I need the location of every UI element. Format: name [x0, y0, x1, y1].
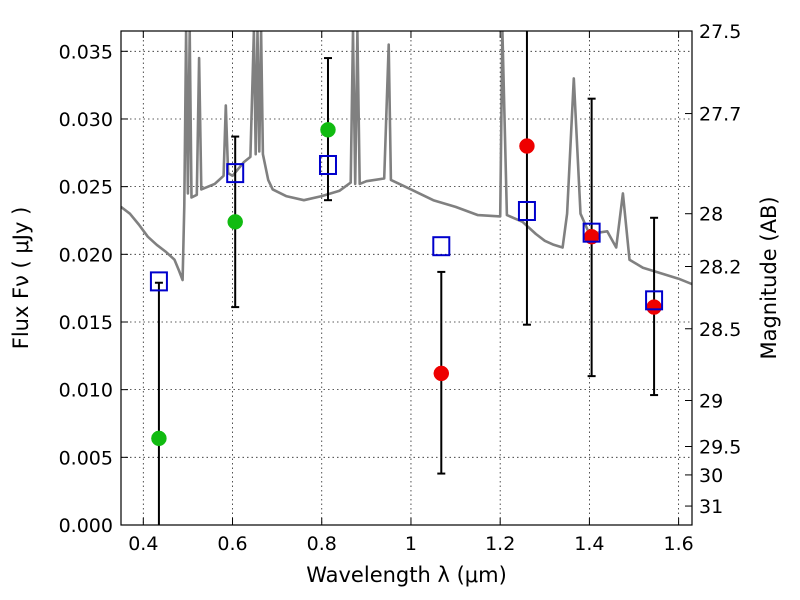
- y2-tick-label: 29.5: [699, 437, 741, 459]
- blue-square-marker: [582, 222, 601, 243]
- x-tick-label: 1: [405, 533, 417, 555]
- red-circle-marker: [519, 138, 535, 154]
- y2-axis-label: Magnitude (AB): [757, 196, 781, 359]
- y2-tick-label: 28: [699, 204, 723, 226]
- blue-square-marker: [226, 163, 245, 184]
- y-tick-label: 0.000: [59, 515, 113, 537]
- y-tick-label: 0.010: [59, 380, 113, 402]
- y-tick-label: 0.035: [59, 41, 113, 63]
- tick-layer: [121, 30, 692, 526]
- y2-tick-label: 28.2: [699, 256, 741, 278]
- y2-tick-label: 30: [699, 465, 723, 487]
- y-tick-label: 0.020: [59, 244, 113, 266]
- red-circle-marker: [646, 299, 662, 315]
- blue-square-marker: [432, 236, 451, 257]
- y-tick-label: 0.025: [59, 177, 113, 199]
- y-tick-label: 0.005: [59, 447, 113, 469]
- markers-layer: [149, 122, 664, 447]
- y2-tick-label: 27.7: [699, 104, 741, 126]
- x-tick-label: 0.8: [307, 533, 337, 555]
- green-circle-marker: [227, 214, 243, 230]
- plot-frame: [120, 30, 693, 526]
- x-tick-label: 0.4: [128, 533, 158, 555]
- y-axis-label: Flux Fν ( μJy ): [9, 207, 33, 350]
- blue-square-marker: [645, 290, 664, 311]
- x-tick-label: 1.2: [485, 533, 515, 555]
- model-spectrum-layer: [121, 31, 692, 286]
- green-circle-marker: [151, 430, 167, 447]
- grid-layer: [121, 31, 692, 526]
- x-axis-label: Wavelength λ (μm): [306, 563, 507, 587]
- y2-tick-label: 28.5: [699, 319, 741, 341]
- x-tick-label: 1.6: [664, 533, 694, 555]
- y2-tick-label: 29: [699, 390, 723, 412]
- x-tick-label: 0.6: [217, 533, 247, 555]
- blue-square-marker: [149, 271, 168, 292]
- blue-square-marker: [318, 154, 337, 175]
- y2-tick-label: 31: [699, 496, 723, 518]
- y2-tick-label: 27.5: [699, 21, 741, 43]
- red-circle-marker: [433, 365, 450, 382]
- y-tick-label: 0.030: [59, 109, 113, 131]
- model-spectrum-line: [121, 31, 692, 286]
- error-bars-layer: [154, 31, 659, 525]
- x-tick-label: 1.4: [574, 533, 604, 555]
- tick-labels-layer: 0.4 0.6 0.8 1 1.2 1.4 1.6 0.000 0.005 0.010 0.015 0…: [59, 21, 742, 555]
- blue-square-marker: [517, 201, 536, 222]
- y-tick-label: 0.015: [59, 312, 113, 334]
- green-circle-marker: [320, 122, 336, 138]
